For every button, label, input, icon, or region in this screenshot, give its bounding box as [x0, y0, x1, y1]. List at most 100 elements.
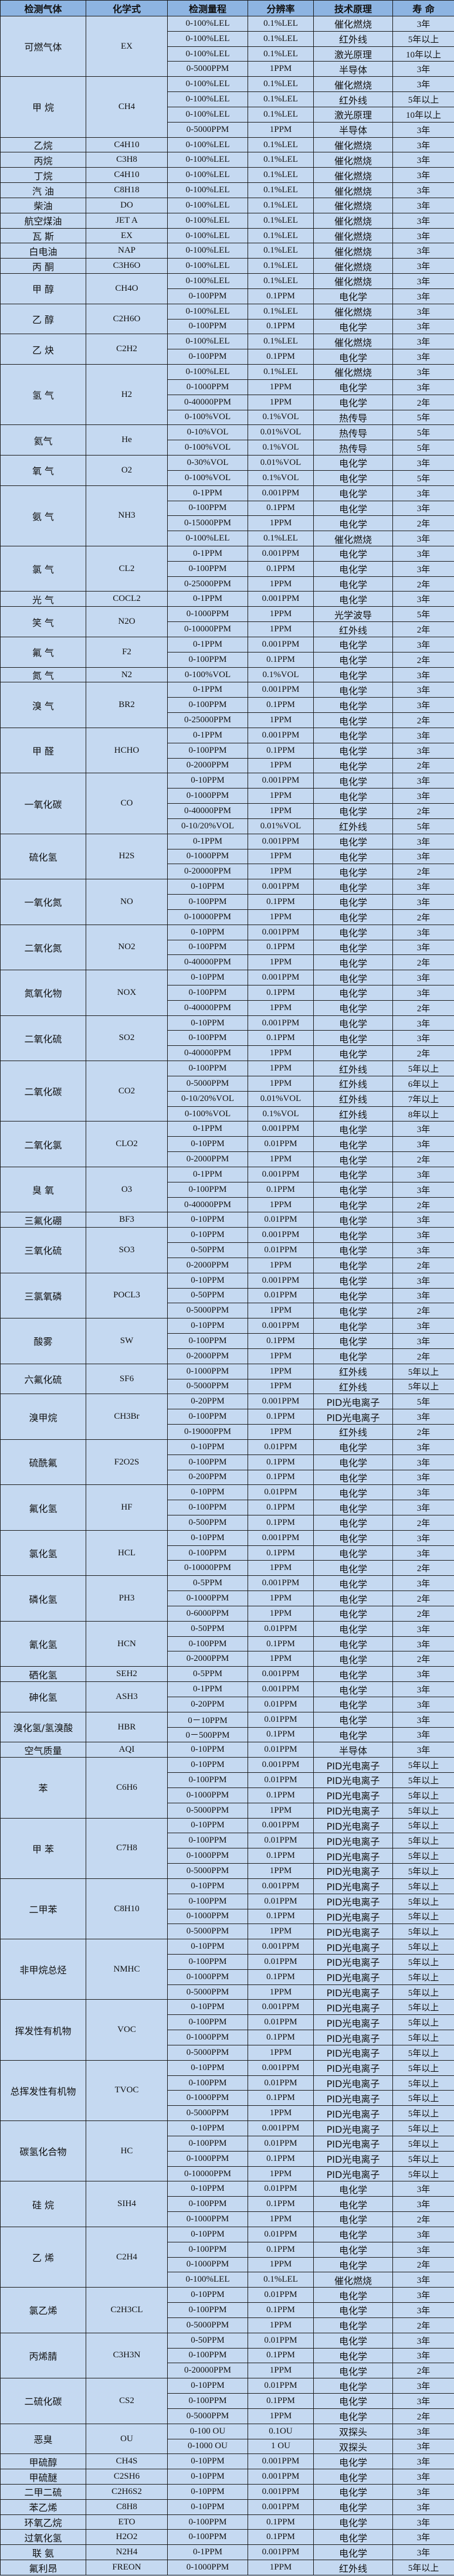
principle-cell: 双探头: [313, 2438, 393, 2455]
gas-name-cell: 氰化氢: [0, 1620, 86, 1667]
principle-cell: 红外线: [313, 91, 393, 107]
resolution-cell: 0.1PPM: [248, 742, 314, 759]
lifespan-cell: 3年: [392, 879, 454, 895]
range-cell: 0-100PPM: [167, 349, 248, 365]
formula-cell: C6H6: [86, 1757, 168, 1819]
range-cell: 0-100PPM: [167, 2514, 248, 2530]
principle-cell: 电化学: [313, 576, 393, 592]
lifespan-cell: 3年: [392, 2347, 454, 2364]
lifespan-cell: 2年: [392, 864, 454, 880]
formula-cell: CLO2: [86, 1121, 168, 1167]
formula-cell: COCL2: [86, 591, 168, 607]
gas-name-cell: 笑 气: [0, 606, 86, 637]
resolution-cell: 0.1PPM: [248, 2302, 314, 2318]
range-cell: 0-10PPM: [167, 1742, 248, 1758]
range-cell: 0-100PPM: [167, 894, 248, 910]
table-row: 0-1000PPM 1PPM 电化学 2年: [1, 1591, 454, 1606]
lifespan-cell: 5年以上: [392, 1908, 454, 1925]
formula-cell: PH3: [86, 1575, 168, 1622]
lifespan-cell: 3年: [392, 682, 454, 698]
range-cell: 0-15000PPM: [167, 515, 248, 532]
principle-cell: 电化学: [313, 1121, 393, 1137]
lifespan-cell: 3年: [392, 1015, 454, 1031]
gas-name-cell: 氧 气: [0, 455, 86, 486]
table-row: 砷化氢 ASH3 0-1PPM 0.001PPM 电化学 3年: [0, 1681, 454, 1712]
lifespan-cell: 3年: [392, 227, 454, 244]
resolution-cell: 0.01PPM: [248, 1711, 314, 1728]
table-row: 六氟化硫 SF6 0-1000PPM 1PPM 红外线 5年以上: [0, 1363, 454, 1395]
resolution-cell: 0.01%VOL: [248, 1090, 314, 1107]
principle-cell: 电化学: [313, 1545, 393, 1561]
gas-name-cell: 磷化氢: [0, 1575, 86, 1622]
formula-cell: POCL3: [86, 1272, 168, 1319]
principle-cell: 电化学: [313, 1197, 393, 1213]
formula-cell: CL2: [86, 545, 168, 592]
lifespan-cell: 3年: [392, 773, 454, 789]
table-row: 0-100%LEL 0.1%LEL 红外线 5年以上: [1, 91, 454, 107]
principle-cell: 电化学: [313, 2544, 393, 2561]
resolution-cell: 1PPM: [248, 621, 314, 637]
formula-cell: F2: [86, 636, 168, 668]
range-cell: 0-1000PPM: [167, 2560, 248, 2575]
resolution-cell: 0.01%VOL: [248, 818, 314, 834]
resolution-cell: 0.01PPM: [248, 2014, 314, 2031]
header-principle: 技术原理: [313, 0, 393, 16]
gas-name-cell: 丁烷: [0, 167, 86, 183]
gas-name-cell: 三氯氧磷: [0, 1272, 86, 1319]
formula-cell: C3H8: [86, 152, 168, 168]
table-row: 白电油 NAP 0-100%LEL 0.1%LEL 催化燃烧 3年: [0, 243, 454, 259]
range-cell: 0-1000PPM: [167, 1363, 248, 1379]
range-cell: 0-100PPM: [167, 1061, 248, 1076]
table-row: 氰化氢 HCN 0-50PPM 0.01PPM 电化学 3年: [0, 1620, 454, 1667]
formula-cell: EX: [86, 227, 168, 244]
lifespan-cell: 2年: [392, 2256, 454, 2273]
gas-name-cell: 汽 油: [0, 182, 86, 198]
resolution-cell: 0.001PPM: [248, 682, 314, 698]
formula-cell: CO: [86, 773, 168, 834]
formula-cell: BF3: [86, 1212, 168, 1228]
range-cell: 0-20000PPM: [167, 2363, 248, 2379]
formula-cell: NOX: [86, 970, 168, 1016]
resolution-cell: 1PPM: [248, 1424, 314, 1440]
resolution-cell: 0.1%LEL: [248, 227, 314, 244]
range-cell: 0-100%LEL: [167, 227, 248, 244]
table-row: 溴化氢/氢溴酸 HBR 0－10PPM 0.01PPM 电化学 3年: [0, 1711, 454, 1743]
lifespan-cell: 3年: [392, 76, 454, 93]
resolution-cell: 1PPM: [248, 1075, 314, 1092]
lifespan-cell: 5年以上: [392, 1984, 454, 2000]
range-cell: 0-10PPM: [167, 1878, 248, 1894]
range-cell: 0-10PPM: [167, 2181, 248, 2197]
lifespan-cell: 3年: [392, 212, 454, 229]
lifespan-cell: 3年: [392, 636, 454, 653]
principle-cell: PID光电离子: [313, 1908, 393, 1925]
resolution-cell: 0.1%LEL: [248, 273, 314, 289]
principle-cell: 电化学: [313, 1454, 393, 1470]
table-row: 0-100PPM 0.1PPM 电化学 3年: [1, 2241, 454, 2258]
lifespan-cell: 2年: [392, 1045, 454, 1062]
gas-name-cell: 柴油: [0, 197, 86, 213]
principle-cell: 电化学: [313, 1666, 393, 1683]
table-row: 挥发性有机物 VOC 0-10PPM 0.001PPM PID光电离子 5年以上: [0, 1999, 454, 2061]
lifespan-cell: 2年: [392, 1197, 454, 1213]
range-cell: 0-100PPM: [167, 1030, 248, 1046]
gas-name-cell: 光 气: [0, 591, 86, 607]
lifespan-cell: 3年: [392, 985, 454, 1001]
table-row: 可燃气体 EX 0-100%LEL 0.1%LEL 催化燃烧 3年: [0, 15, 454, 77]
gas-name-cell: 溴化氢/氢溴酸: [0, 1711, 86, 1743]
table-row: 柴油 DO 0-100%LEL 0.1%LEL 催化燃烧 3年: [0, 197, 454, 213]
resolution-cell: 0.1PPM: [248, 2241, 314, 2258]
resolution-cell: 1PPM: [248, 2211, 314, 2227]
range-cell: 0-10PPM: [167, 1015, 248, 1031]
formula-cell: C4H10: [86, 167, 168, 183]
resolution-cell: 1PPM: [248, 1378, 314, 1395]
principle-cell: 电化学: [313, 1303, 393, 1319]
table-row: 0-6000PPM 1PPM 电化学 2年: [1, 1605, 454, 1622]
range-cell: 0-100PPM: [167, 560, 248, 577]
resolution-cell: 0.1PPM: [248, 1514, 314, 1531]
table-row: 溴甲烷 CH3Br 0-20PPM 0.001PPM PID光电离子 5年: [0, 1394, 454, 1440]
range-cell: 0-100PPM: [167, 2347, 248, 2364]
principle-cell: PID光电离子: [313, 1787, 393, 1803]
range-cell: 0-19000PPM: [167, 1424, 248, 1440]
formula-cell: C2SH6: [86, 2469, 168, 2485]
formula-cell: H2S: [86, 833, 168, 880]
